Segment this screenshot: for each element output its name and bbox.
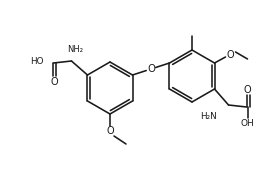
Text: O: O: [227, 50, 234, 60]
Text: O: O: [51, 77, 58, 87]
Text: O: O: [244, 85, 251, 95]
Text: O: O: [106, 126, 114, 136]
Text: H₂N: H₂N: [200, 112, 216, 121]
Text: O: O: [147, 64, 155, 74]
Text: OH: OH: [241, 119, 254, 128]
Text: NH₂: NH₂: [67, 45, 84, 54]
Text: HO: HO: [30, 57, 43, 66]
